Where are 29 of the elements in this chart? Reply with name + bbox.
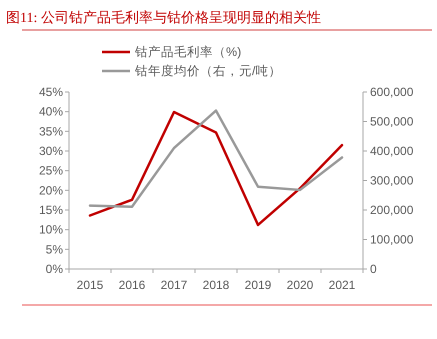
y2-tick-label: 400,000 bbox=[370, 144, 414, 158]
x-tick-label: 2019 bbox=[244, 278, 272, 292]
x-tick-label: 2020 bbox=[286, 278, 314, 292]
y2-tick-label: 100,000 bbox=[370, 232, 414, 246]
y-tick-label: 25% bbox=[38, 164, 64, 178]
y-tick-label: 20% bbox=[38, 183, 64, 198]
x-tick-label: 2018 bbox=[202, 278, 230, 292]
y2-tick-label: 300,000 bbox=[370, 174, 414, 188]
legend-label: 钴年度均价（右，元/吨） bbox=[134, 63, 282, 78]
y-tick-label: 0% bbox=[46, 262, 64, 276]
y2-tick-label: 200,000 bbox=[370, 203, 414, 217]
y-tick-label: 30% bbox=[38, 144, 64, 158]
y-tick-label: 35% bbox=[38, 124, 64, 138]
y2-tick-label: 500,000 bbox=[370, 114, 414, 128]
y-tick-label: 5% bbox=[46, 242, 64, 256]
x-tick-label: 2017 bbox=[160, 278, 188, 292]
chart-title: 图11: 公司钴产品毛利率与钴价格呈现明显的相关性 bbox=[6, 10, 321, 26]
y-tick-label: 15% bbox=[38, 203, 64, 217]
y-tick-label: 45% bbox=[38, 85, 64, 99]
x-tick-label: 2015 bbox=[76, 278, 104, 292]
x-tick-label: 2016 bbox=[118, 278, 146, 292]
legend-label: 钴产品毛利率（%) bbox=[134, 44, 242, 59]
y-tick-label: 10% bbox=[38, 222, 64, 237]
y2-tick-label: 600,000 bbox=[370, 85, 414, 99]
line-series bbox=[88, 109, 344, 208]
y2-tick-label: 0 bbox=[370, 262, 377, 276]
y-tick-label: 40% bbox=[38, 104, 64, 119]
x-tick-label: 2021 bbox=[328, 278, 356, 292]
line-series bbox=[88, 110, 344, 226]
